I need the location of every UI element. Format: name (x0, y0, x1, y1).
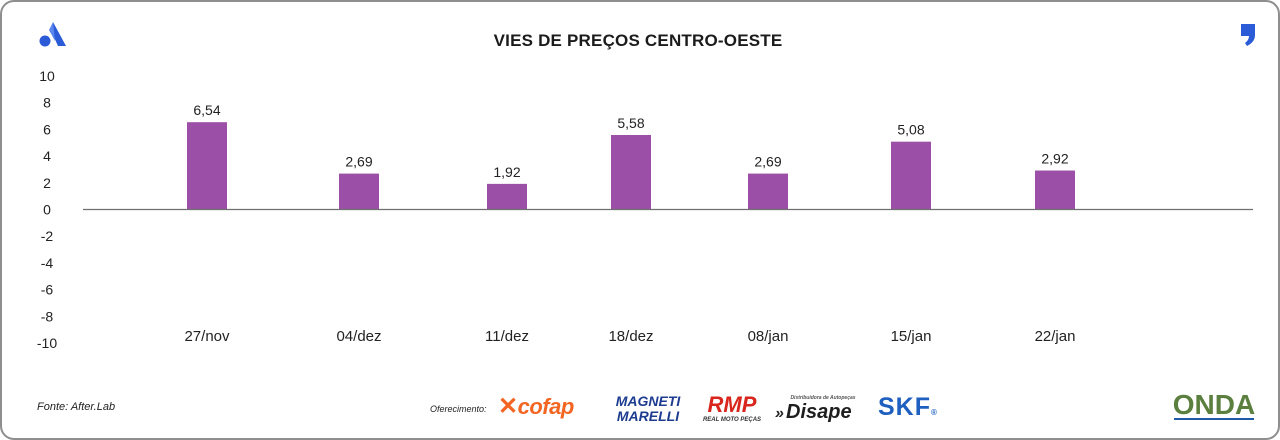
y-tick-label: -6 (41, 282, 54, 298)
sponsor-label: Oferecimento: (430, 404, 487, 414)
data-label: 6,54 (193, 102, 220, 118)
svg-text:ONDA: ONDA (1173, 389, 1255, 420)
source-note: Fonte: After.Lab (37, 401, 116, 413)
bars-group (187, 122, 1075, 210)
x-tick-label: 04/dez (336, 328, 381, 345)
magneti-marelli-logo: MAGNETI MARELLI (612, 392, 684, 429)
x-tick-label: 22/jan (1035, 328, 1076, 345)
x-tick-label: 15/jan (891, 328, 932, 345)
data-label: 5,58 (617, 115, 644, 131)
x-tick-label: 08/jan (748, 328, 789, 345)
x-tick-label: 18/dez (608, 328, 653, 345)
cofap-logo: ✕cofap (498, 393, 574, 420)
y-tick-label: 6 (43, 121, 51, 137)
y-tick-label: 8 (43, 95, 51, 111)
svg-text:REAL MOTO PEÇAS: REAL MOTO PEÇAS (703, 417, 761, 423)
brand-logo-icon (38, 20, 68, 53)
x-tick-label: 27/nov (184, 328, 230, 345)
svg-text:Distribuidora de Autopeças: Distribuidora de Autopeças (790, 395, 855, 401)
svg-text:RMP: RMP (708, 392, 757, 417)
chart-title: VIES DE PREÇOS CENTRO-OESTE (493, 31, 783, 50)
rmp-logo: RMP REAL MOTO PEÇAS (700, 392, 764, 429)
data-label: 1,92 (493, 164, 520, 180)
onda-logo: ONDA (1168, 388, 1260, 429)
y-tick-label: -2 (41, 228, 54, 244)
bar (187, 122, 227, 210)
y-tick-label: -10 (37, 335, 57, 351)
data-label: 2,92 (1041, 151, 1068, 167)
data-label: 2,69 (754, 154, 781, 170)
bar (1035, 170, 1075, 210)
bar-chart: 10 8 6 4 2 0 -2 -4 -6 -8 -10 6,54 2,69 1,92 5,58 2,69 5… (37, 68, 1253, 351)
quote-mark-icon (1238, 22, 1260, 53)
bar (611, 135, 651, 210)
bar (891, 141, 931, 210)
data-label: 2,69 (345, 154, 372, 170)
svg-text:Disape: Disape (786, 401, 852, 423)
svg-text:MAGNETI: MAGNETI (616, 393, 682, 409)
y-tick-label: 10 (39, 68, 55, 84)
y-axis-ticks: 10 8 6 4 2 0 -2 -4 -6 -8 -10 (37, 68, 57, 351)
skf-logo: SKF® (878, 393, 938, 421)
y-tick-label: 0 (43, 202, 51, 218)
bar (339, 173, 379, 210)
value-labels-group: 6,54 2,69 1,92 5,58 2,69 5,08 2,92 (193, 102, 1068, 180)
y-tick-label: -4 (41, 255, 54, 271)
bar (487, 183, 527, 210)
svg-text:»: » (775, 405, 784, 422)
y-tick-label: -8 (41, 308, 54, 324)
disape-logo: Distribuidora de Autopeças » Disape (775, 392, 867, 429)
x-tick-label: 11/dez (485, 328, 529, 345)
data-label: 5,08 (897, 122, 924, 138)
y-tick-label: 4 (43, 148, 51, 164)
y-tick-label: 2 (43, 175, 51, 191)
bar (748, 173, 788, 210)
svg-text:MARELLI: MARELLI (617, 408, 680, 424)
x-axis-labels-group: 27/nov 04/dez 11/dez 18/dez 08/jan 15/jan 22/j… (184, 328, 1075, 345)
